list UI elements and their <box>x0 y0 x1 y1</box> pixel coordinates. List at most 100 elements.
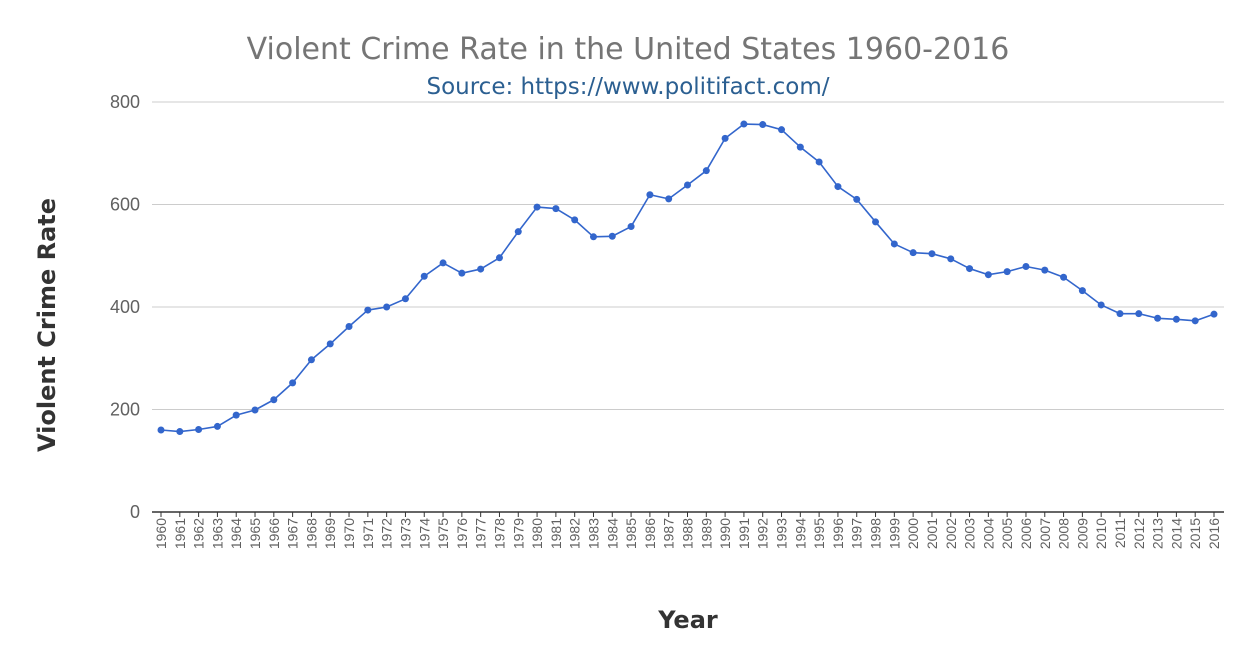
x-tick-label: 1993 <box>774 518 790 549</box>
x-tick-label: 2016 <box>1206 518 1222 549</box>
x-tick-label: 1963 <box>209 518 225 549</box>
x-tick-label: 1994 <box>792 518 808 549</box>
data-point-2013 <box>1154 314 1162 322</box>
data-point-1983 <box>589 233 597 241</box>
data-point-1963 <box>213 422 221 430</box>
x-tick-label: 1968 <box>303 518 319 549</box>
data-point-1981 <box>552 205 560 213</box>
data-point-2001 <box>928 250 936 258</box>
data-point-1989 <box>702 167 710 175</box>
data-point-1978 <box>495 254 503 262</box>
data-point-1990 <box>721 134 729 142</box>
data-point-1965 <box>251 406 259 414</box>
data-point-1999 <box>890 240 898 248</box>
x-tick-label: 1999 <box>886 518 902 549</box>
x-tick-label: 1967 <box>285 518 301 549</box>
data-point-1994 <box>796 143 804 151</box>
data-point-1988 <box>684 181 691 189</box>
data-point-1973 <box>401 295 409 303</box>
data-point-1964 <box>232 411 240 419</box>
x-tick-label: 1965 <box>247 518 263 549</box>
x-tick-label: 2006 <box>1018 518 1034 549</box>
data-point-1974 <box>420 272 428 280</box>
x-tick-label: 1975 <box>435 518 451 549</box>
data-point-1969 <box>326 340 334 348</box>
x-tick-label: 2005 <box>999 518 1015 549</box>
x-tick-label: 1992 <box>755 518 771 549</box>
data-point-1966 <box>270 396 278 404</box>
data-point-1998 <box>872 218 880 226</box>
x-tick-label: 2013 <box>1150 518 1166 549</box>
data-point-2011 <box>1116 310 1124 318</box>
x-tick-label: 1995 <box>811 518 827 549</box>
data-point-1991 <box>740 120 748 128</box>
data-point-2010 <box>1097 301 1105 309</box>
chart-subtitle: Source: https://www.politifact.com/ <box>426 74 829 100</box>
series-line <box>160 123 1215 433</box>
x-tick-label: 2012 <box>1131 518 1147 549</box>
x-tick-label: 2009 <box>1074 518 1090 549</box>
x-tick-label: 2007 <box>1037 518 1053 549</box>
data-point-1995 <box>815 158 823 166</box>
data-point-2014 <box>1172 315 1180 323</box>
x-tick-label: 1996 <box>830 518 846 549</box>
x-tick-label: 1974 <box>416 518 432 549</box>
x-tick-label: 1982 <box>567 518 583 549</box>
data-point-1962 <box>195 425 203 433</box>
data-point-1970 <box>345 322 353 330</box>
x-tick-label: 2008 <box>1056 518 1072 549</box>
data-point-1996 <box>834 183 842 191</box>
x-tick-label: 1984 <box>604 518 620 549</box>
x-tick-label: 1979 <box>510 518 526 549</box>
y-tick-label: 600 <box>110 195 140 215</box>
data-point-1972 <box>383 303 391 311</box>
data-point-2003 <box>966 265 974 273</box>
x-tick-label: 1969 <box>322 518 338 549</box>
x-tick-label: 1978 <box>491 518 507 549</box>
x-tick-label: 2010 <box>1093 518 1109 549</box>
data-point-1971 <box>364 306 372 314</box>
data-point-1975 <box>439 259 447 267</box>
data-point-1985 <box>627 223 635 231</box>
x-tick-label: 1989 <box>698 518 714 549</box>
x-tick-label: 2011 <box>1112 518 1128 548</box>
y-tick-label: 800 <box>110 92 140 112</box>
y-tick-label: 0 <box>130 502 140 522</box>
x-tick-label: 1991 <box>736 518 752 549</box>
x-tick-label: 2014 <box>1168 518 1184 549</box>
x-tick-label: 1976 <box>454 518 470 549</box>
x-tick-label: 1985 <box>623 518 639 549</box>
y-tick-label: 400 <box>110 297 140 317</box>
data-point-1968 <box>307 356 315 364</box>
x-tick-label: 1966 <box>266 518 282 549</box>
x-tick-label: 1961 <box>172 518 188 549</box>
x-tick-label: 1960 <box>153 518 169 549</box>
x-axis-ticks: 1960 1961 1962 1963 1964 1965 1966 1967 1968 1969… <box>153 512 1222 549</box>
x-tick-label: 1964 <box>228 518 244 549</box>
data-point-1977 <box>477 265 485 273</box>
data-point-1982 <box>571 216 579 224</box>
data-point-2006 <box>1022 263 1030 271</box>
data-point-1992 <box>759 121 767 129</box>
x-tick-label: 1980 <box>529 518 545 549</box>
data-point-1960 <box>157 426 165 434</box>
data-point-1979 <box>514 228 522 236</box>
data-point-1967 <box>289 379 297 387</box>
x-tick-label: 1971 <box>360 518 376 549</box>
data-point-2015 <box>1191 317 1199 325</box>
y-axis-ticks: 0 200 400 600 800 <box>110 92 140 522</box>
data-point-1986 <box>646 191 654 199</box>
x-tick-label: 1986 <box>642 518 658 549</box>
x-tick-label: 2001 <box>924 518 940 549</box>
x-tick-label: 1977 <box>473 518 489 549</box>
x-tick-label: 2003 <box>962 518 978 549</box>
x-tick-label: 1988 <box>680 518 696 549</box>
x-axis-title: Year <box>657 606 718 634</box>
x-tick-label: 2000 <box>905 518 921 549</box>
data-point-2016 <box>1210 310 1218 318</box>
data-point-2002 <box>947 255 955 263</box>
x-tick-label: 1997 <box>849 518 865 549</box>
data-point-1980 <box>533 203 541 211</box>
x-tick-label: 1970 <box>341 518 357 549</box>
